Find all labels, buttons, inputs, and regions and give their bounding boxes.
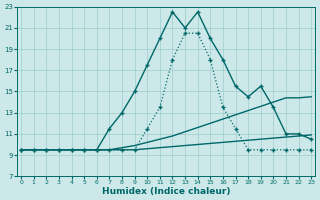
X-axis label: Humidex (Indice chaleur): Humidex (Indice chaleur) — [102, 187, 230, 196]
